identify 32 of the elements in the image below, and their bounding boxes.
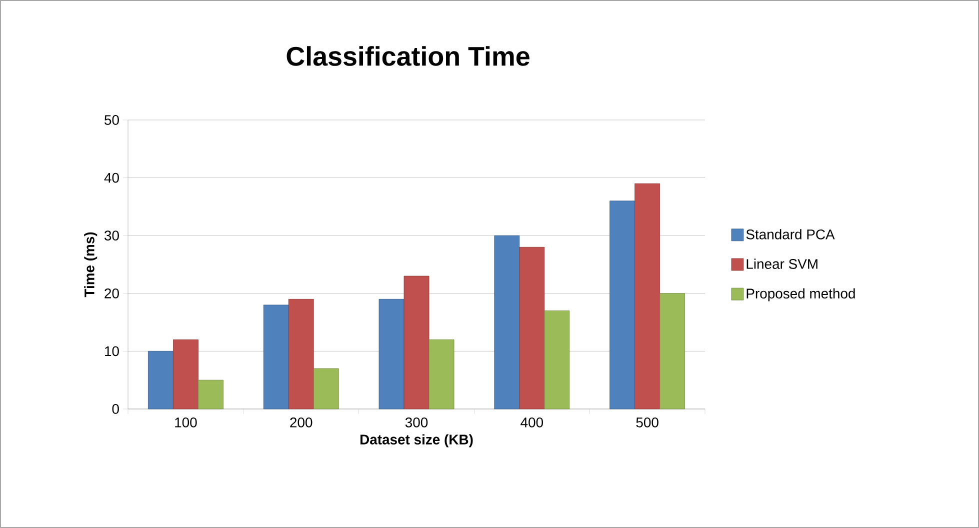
bar [428, 339, 454, 410]
x-tick-label: 300 [405, 417, 428, 428]
bar [263, 304, 289, 410]
bar [634, 183, 660, 410]
x-axis-title: Dataset size (KB) [360, 434, 473, 448]
bar [173, 339, 198, 410]
x-tick-label: 100 [175, 417, 197, 428]
bar [610, 200, 636, 410]
x-tick-label: 200 [290, 417, 312, 428]
y-tick-label: 10 [105, 346, 119, 356]
y-tick-label: 30 [104, 230, 119, 241]
legend-label: Proposed method [746, 288, 855, 302]
bar [494, 235, 520, 410]
legend-label: Linear SVM [746, 258, 818, 269]
y-axis-title: Time (ms) [84, 232, 98, 298]
bar [404, 276, 430, 410]
chart-title: Classification Time [286, 46, 530, 66]
bar [288, 298, 314, 410]
bar [519, 246, 545, 410]
bar [148, 350, 174, 410]
bar [544, 310, 570, 410]
x-tick-label: 400 [520, 417, 544, 428]
legend-label: Standard PCA [746, 229, 835, 240]
bar [660, 293, 686, 410]
y-tick-label: 20 [104, 288, 119, 298]
x-tick-label: 500 [636, 417, 658, 428]
bar [313, 368, 339, 410]
bar [198, 380, 224, 410]
y-tick-label: 40 [104, 172, 119, 183]
y-tick-label: 50 [104, 115, 119, 125]
y-tick-label: 0 [112, 404, 119, 414]
bar [378, 298, 404, 410]
